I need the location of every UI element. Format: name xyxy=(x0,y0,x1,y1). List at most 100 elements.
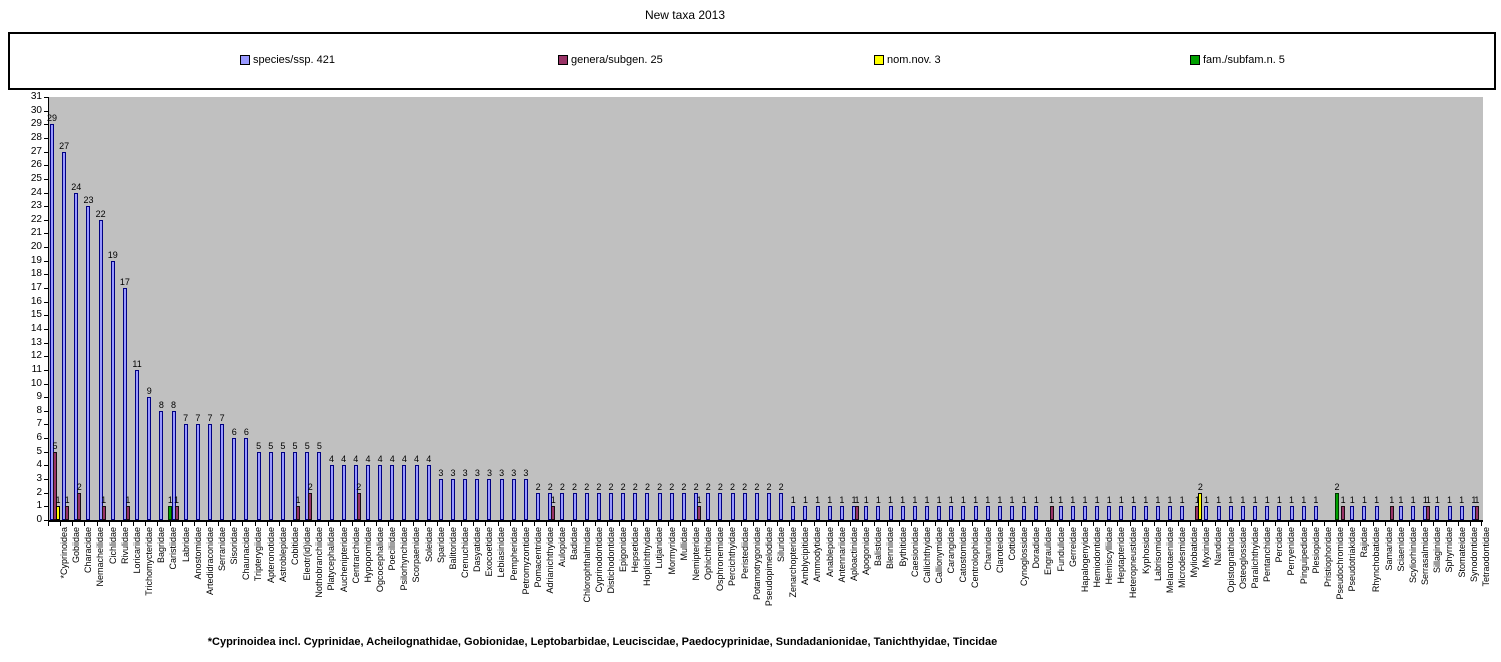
x-axis-label: Anostomidae xyxy=(192,527,203,580)
bar-genera-subgen xyxy=(551,506,556,520)
bar-species-ssp xyxy=(706,492,711,520)
x-axis-tick xyxy=(230,522,232,526)
x-axis-label: Aploactinidae xyxy=(848,527,859,582)
x-axis-tick xyxy=(181,522,183,526)
y-axis-tick xyxy=(44,219,48,221)
bar-genera-subgen xyxy=(1341,506,1346,520)
y-axis-label: 0 xyxy=(36,514,42,525)
x-axis-label: Paralichthyidae xyxy=(1249,527,1260,589)
y-axis-label: 10 xyxy=(30,377,42,389)
bar-species-ssp xyxy=(596,492,601,520)
y-axis-tick xyxy=(44,369,48,371)
bar-species-ssp xyxy=(207,424,212,520)
bar-value-label: 8 xyxy=(171,399,177,410)
bar-value-label: 1 xyxy=(101,495,107,506)
x-axis-label: Pomacentridae xyxy=(532,527,543,588)
x-axis-label: Sisoridae xyxy=(229,527,240,565)
bar-fam-subfam-n xyxy=(1335,492,1340,520)
bar-value-label: 1 xyxy=(1194,495,1200,506)
bar-species-ssp xyxy=(147,397,152,520)
y-axis-tick xyxy=(44,328,48,330)
y-axis-label: 14 xyxy=(30,322,42,334)
bar-value-label: 6 xyxy=(243,427,249,438)
x-axis-label: Rivulidae xyxy=(119,527,130,565)
bar-value-label: 1 xyxy=(1340,495,1346,506)
x-axis-label: Microdesmidae xyxy=(1177,527,1188,589)
bar-value-label: 1 xyxy=(1118,495,1124,506)
bar-value-label: 1 xyxy=(1033,495,1039,506)
bar-species-ssp xyxy=(1034,506,1039,520)
bar-species-ssp xyxy=(827,506,832,520)
x-axis-label: Characidae xyxy=(83,527,94,574)
bar-value-label: 2 xyxy=(596,481,602,492)
bar-value-label: 1 xyxy=(1313,495,1319,506)
x-axis-tick xyxy=(935,522,937,526)
x-axis-tick xyxy=(534,522,536,526)
x-axis-label: Pristiophoridae xyxy=(1322,527,1333,588)
x-axis-tick xyxy=(497,522,499,526)
bar-species-ssp xyxy=(1228,506,1233,520)
x-axis-tick xyxy=(1214,522,1216,526)
bar-value-label: 1 xyxy=(1179,495,1185,506)
bar-species-ssp xyxy=(463,479,468,520)
x-axis-tick xyxy=(205,522,207,526)
bar-value-label: 1 xyxy=(125,495,131,506)
x-axis-label: Chaunacidae xyxy=(241,527,252,581)
x-axis-tick xyxy=(922,522,924,526)
bar-value-label: 1 xyxy=(1155,495,1161,506)
bar-nom-nov xyxy=(1198,492,1203,520)
bar-species-ssp xyxy=(779,492,784,520)
x-axis-label: Samaridae xyxy=(1383,527,1394,571)
x-axis-label: Astroblepidae xyxy=(277,527,288,583)
bar-value-label: 29 xyxy=(46,113,57,124)
x-axis-tick xyxy=(327,522,329,526)
bar-species-ssp xyxy=(1277,506,1282,520)
x-axis-tick xyxy=(655,522,657,526)
x-axis-label: Mullidae xyxy=(678,527,689,561)
bar-species-ssp xyxy=(122,288,127,520)
legend-swatch-icon xyxy=(240,55,250,65)
bar-species-ssp xyxy=(645,492,650,520)
x-axis-label: Percidae xyxy=(1274,527,1285,563)
bar-value-label: 5 xyxy=(292,440,298,451)
bar-value-label: 2 xyxy=(307,481,313,492)
bar-value-label: 3 xyxy=(438,468,444,479)
x-axis-label: Rajidae xyxy=(1359,527,1370,558)
x-axis-tick xyxy=(1396,522,1398,526)
x-axis-label: Cyprinodontidae xyxy=(593,527,604,593)
x-axis-label: Labridae xyxy=(180,527,191,563)
bar-value-label: 1 xyxy=(851,495,857,506)
x-axis-tick xyxy=(1093,522,1095,526)
bar-value-label: 1 xyxy=(924,495,930,506)
bar-species-ssp xyxy=(730,492,735,520)
x-axis-tick xyxy=(193,522,195,526)
bar-value-label: 2 xyxy=(693,481,699,492)
bar-value-label: 1 xyxy=(1289,495,1295,506)
x-axis-tick xyxy=(145,522,147,526)
legend-item: genera/subgen. 25 xyxy=(558,54,663,66)
x-axis-tick xyxy=(424,522,426,526)
bar-value-label: 1 xyxy=(802,495,808,506)
x-axis-label: Nemacheilidae xyxy=(95,527,106,587)
bar-species-ssp xyxy=(98,219,103,520)
y-axis-tick xyxy=(44,383,48,385)
bar-value-label: 1 xyxy=(1459,495,1465,506)
x-axis-label: Sciaenidae xyxy=(1395,527,1406,572)
x-axis-label: Apteronotidae xyxy=(265,527,276,584)
legend-item: nom.nov. 3 xyxy=(874,54,941,66)
legend-swatch-icon xyxy=(558,55,568,65)
x-axis-tick xyxy=(254,522,256,526)
bar-value-label: 1 xyxy=(1474,495,1480,506)
y-axis-label: 7 xyxy=(36,418,42,430)
bar-species-ssp xyxy=(451,479,456,520)
bar-value-label: 1 xyxy=(875,495,881,506)
x-axis-label: Psilorhynchidae xyxy=(399,527,410,591)
bar-genera-subgen xyxy=(101,506,106,520)
bar-value-label: 2 xyxy=(766,481,772,492)
bar-species-ssp xyxy=(609,492,614,520)
bar-value-label: 4 xyxy=(341,454,347,465)
x-axis-tick xyxy=(607,522,609,526)
y-axis-label: 31 xyxy=(30,91,42,102)
bar-value-label: 2 xyxy=(669,481,675,492)
bar-species-ssp xyxy=(1411,506,1416,520)
